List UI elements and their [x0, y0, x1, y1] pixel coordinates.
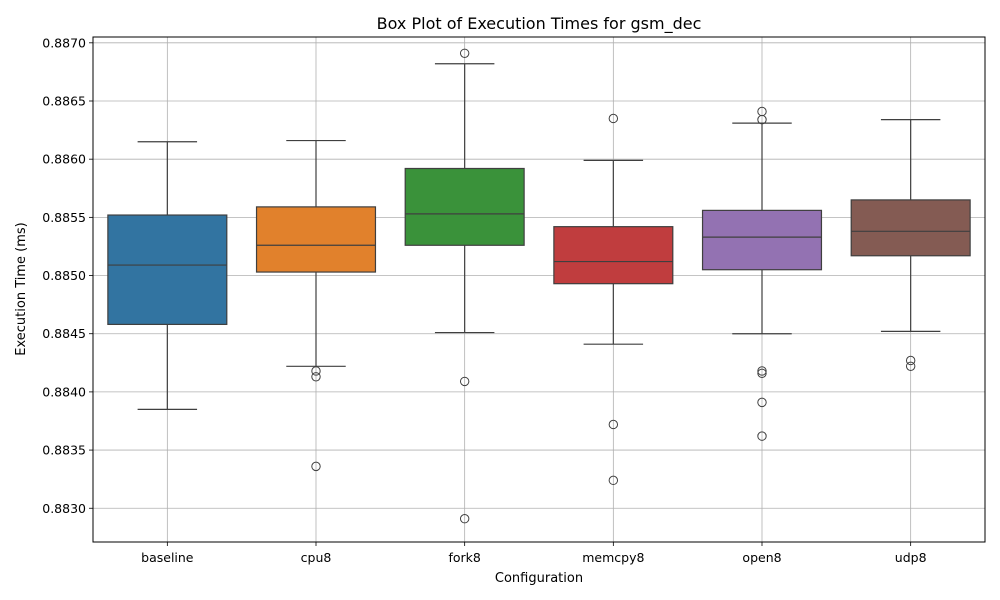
box-udp8 — [850, 199, 971, 257]
x-tick-label-udp8: udp8 — [895, 550, 927, 565]
box-cpu8 — [255, 206, 377, 273]
box-memcpy8 — [553, 226, 674, 285]
outlier-point — [757, 431, 767, 441]
box-group-fork8 — [404, 48, 525, 524]
outlier-point — [311, 461, 321, 472]
plot-frame — [92, 36, 986, 543]
box-group-open8 — [701, 106, 823, 441]
y-tick-label: 0.8855 — [42, 210, 86, 225]
outlier-point — [459, 48, 470, 58]
outlier-point — [311, 366, 321, 376]
y-axis-label: Execution Time (ms) — [14, 222, 29, 355]
box-group-memcpy8 — [553, 113, 674, 486]
box-group-udp8 — [850, 119, 971, 371]
outlier-point — [905, 361, 916, 371]
outlier-point — [608, 475, 619, 486]
y-tick-label: 0.8840 — [42, 384, 86, 399]
outlier-point — [905, 355, 916, 366]
chart-title: Box Plot of Execution Times for gsm_dec — [377, 14, 702, 34]
box-open8 — [701, 209, 823, 271]
x-tick-label-baseline: baseline — [141, 550, 194, 565]
y-tick-label: 0.8835 — [42, 443, 86, 458]
box-group-baseline — [107, 141, 228, 410]
outlier-point — [608, 113, 619, 124]
outlier-point — [757, 368, 767, 378]
outlier-point — [311, 372, 321, 382]
boxes — [107, 48, 971, 524]
y-tick-label: 0.8830 — [42, 501, 86, 516]
tick-marks: 0.8830 0.8835 0.8840 0.8845 0.8850 0.8855 0.88… — [42, 35, 926, 565]
outlier-point — [608, 419, 619, 430]
outlier-point — [459, 514, 470, 524]
x-axis-label: Configuration — [495, 571, 583, 586]
outlier-point — [757, 397, 767, 408]
y-tick-label: 0.8850 — [42, 268, 86, 283]
x-tick-label-fork8: fork8 — [448, 550, 480, 565]
box-group-cpu8 — [255, 139, 377, 472]
x-tick-label-memcpy8: memcpy8 — [582, 550, 644, 565]
box-baseline — [107, 214, 228, 326]
x-tick-label-cpu8: cpu8 — [301, 550, 332, 565]
y-tick-label: 0.8870 — [42, 35, 86, 50]
box-fork8 — [404, 167, 525, 246]
outlier-point — [757, 366, 767, 376]
outlier-point — [757, 114, 767, 125]
y-tick-label: 0.8860 — [42, 152, 86, 167]
y-tick-label: 0.8865 — [42, 93, 86, 108]
x-tick-label-open8: open8 — [742, 550, 781, 565]
outlier-point — [459, 376, 470, 387]
y-tick-label: 0.8845 — [42, 326, 86, 341]
